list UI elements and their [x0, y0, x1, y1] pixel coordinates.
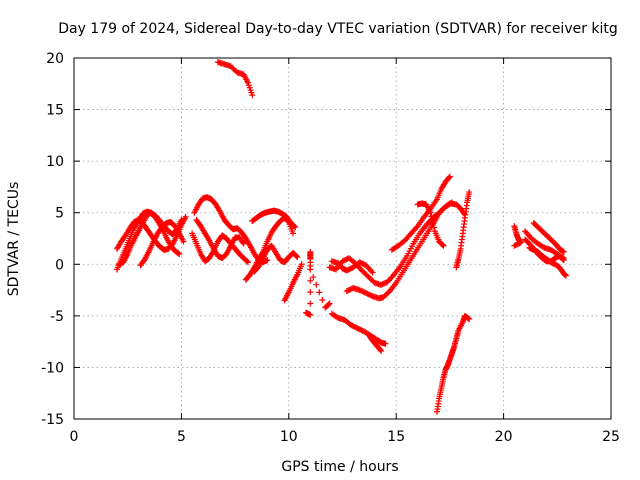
data-point: [429, 217, 436, 224]
data-point: [512, 242, 519, 249]
data-point: [307, 277, 314, 284]
data-point: [439, 241, 446, 248]
data-point: [176, 250, 183, 257]
y-tick-label: 10: [46, 154, 64, 170]
data-point: [466, 189, 473, 196]
data-point: [449, 199, 456, 206]
data-point: [562, 272, 569, 279]
data-point: [431, 224, 438, 231]
x-tick-label: 0: [70, 429, 79, 445]
data-point: [310, 274, 317, 281]
data-point: [298, 261, 305, 268]
data-point: [559, 248, 566, 255]
data-point: [293, 253, 300, 260]
data-point: [382, 340, 389, 347]
axis-ticks: 0 5 10 15 20 25 -15 -10 -5 0 5 10 15 20: [41, 51, 620, 445]
data-point: [378, 347, 385, 354]
data-point: [294, 254, 301, 261]
data-point: [307, 300, 314, 307]
data-point: [249, 92, 256, 99]
data-point: [313, 281, 320, 288]
x-tick-label: 25: [602, 429, 620, 445]
data-point: [446, 173, 453, 180]
data-point: [428, 213, 435, 220]
y-axis-label: SDTVAR / TECUs: [6, 182, 22, 297]
plot-frame: [73, 57, 612, 420]
data-point: [377, 346, 384, 353]
data-marks: [113, 59, 569, 415]
y-tick-label: -5: [50, 309, 64, 325]
x-axis-label: GPS time / hours: [281, 459, 398, 475]
data-point: [180, 238, 187, 245]
data-point: [369, 269, 376, 276]
data-point: [264, 257, 271, 264]
x-tick-label: 20: [495, 429, 513, 445]
data-point: [307, 289, 314, 296]
data-point: [319, 296, 326, 303]
data-point: [290, 230, 297, 237]
y-tick-label: 0: [55, 257, 64, 273]
data-point: [284, 218, 291, 225]
data-point: [559, 256, 566, 263]
data-point: [240, 240, 247, 247]
data-point: [560, 257, 567, 264]
data-point: [244, 258, 251, 265]
x-tick-label: 15: [387, 429, 405, 445]
data-point: [307, 311, 314, 318]
data-point: [239, 239, 246, 246]
data-point: [316, 289, 323, 296]
x-tick-label: 5: [177, 429, 186, 445]
data-point: [466, 315, 473, 322]
data-point: [465, 315, 472, 322]
data-point: [440, 242, 447, 249]
data-point: [446, 174, 453, 181]
y-tick-label: 20: [46, 51, 64, 67]
data-point: [430, 220, 437, 227]
data-point: [292, 224, 299, 231]
data-point: [447, 200, 454, 207]
data-point: [511, 242, 518, 249]
x-tick-label: 10: [280, 429, 298, 445]
chart-title: Day 179 of 2024, Sidereal Day-to-day VTE…: [58, 21, 618, 37]
data-point: [560, 248, 567, 255]
data-point: [307, 266, 314, 273]
data-point: [427, 209, 434, 216]
data-point: [175, 250, 182, 257]
y-tick-label: -10: [41, 360, 64, 376]
data-point: [326, 300, 333, 307]
data-point: [182, 213, 189, 220]
y-tick-label: 15: [46, 103, 64, 119]
data-point: [325, 301, 332, 308]
y-tick-label: -15: [41, 412, 64, 428]
data-point: [244, 259, 251, 266]
y-tick-label: 5: [55, 206, 64, 222]
